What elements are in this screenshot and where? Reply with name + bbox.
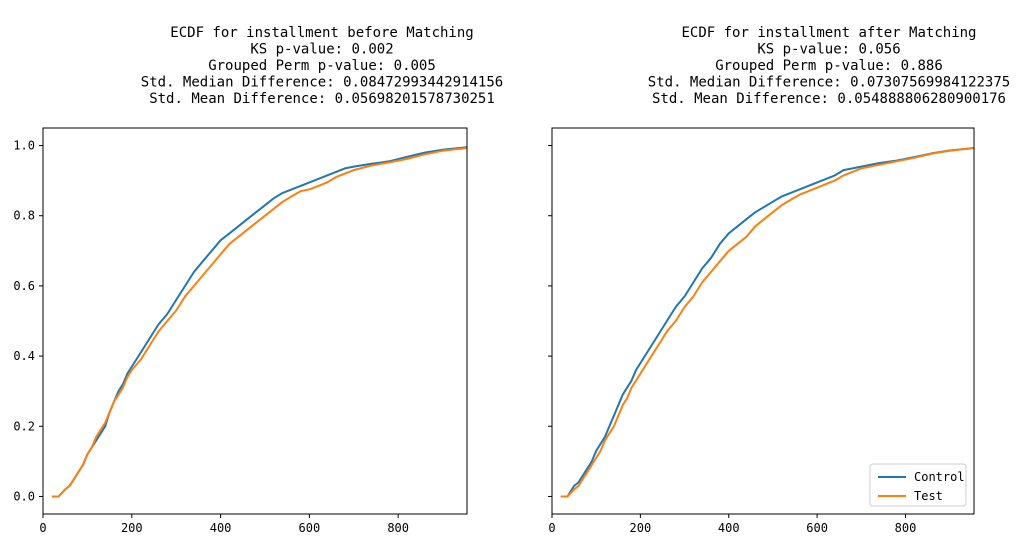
x-tick-label: 0 (548, 521, 555, 535)
y-tick-label: 0.0 (13, 489, 35, 503)
legend-label-control: Control (914, 470, 965, 484)
title-line: Std. Median Difference: 0.07307569984122… (648, 75, 1010, 91)
x-tick-label: 400 (718, 521, 740, 535)
x-tick-label: 800 (387, 521, 409, 535)
series-line-control (560, 147, 974, 498)
series-line-series-1 (51, 147, 467, 498)
title-line: Grouped Perm p-value: 0.886 (715, 58, 943, 74)
ecdf-after-matching-panel: ECDF for installment after Matching KS p… (548, 25, 1010, 535)
y-tick-label: 0.6 (13, 279, 35, 293)
axes-frame (42, 127, 468, 515)
title-line: ECDF for installment before Matching (170, 25, 473, 41)
y-tick-label: 0.8 (13, 209, 35, 223)
y-tick-label: 1.0 (13, 139, 35, 153)
x-tick-label: 200 (630, 521, 652, 535)
axes-frame (551, 127, 975, 515)
title-line: Std. Mean Difference: 0.0569820157873025… (149, 91, 495, 107)
title-line: Std. Mean Difference: 0.0548888062809001… (652, 91, 1006, 107)
x-tick-label: 0 (39, 521, 46, 535)
x-tick-label: 800 (895, 521, 917, 535)
x-tick-label: 400 (210, 521, 232, 535)
y-tick-label: 0.2 (13, 419, 35, 433)
title-line: Std. Median Difference: 0.08472993442914… (141, 75, 503, 91)
panel-title: ECDF for installment after Matching KS p… (648, 25, 1010, 107)
panel-title: ECDF for installment before Matching KS … (141, 25, 503, 107)
legend: Control Test (869, 463, 967, 507)
title-line: ECDF for installment after Matching (681, 25, 976, 41)
series-line-test (560, 147, 974, 498)
title-line: KS p-value: 0.002 (250, 42, 393, 58)
x-tick-label: 600 (299, 521, 321, 535)
legend-label-test: Test (914, 489, 943, 503)
title-line: Grouped Perm p-value: 0.005 (208, 58, 436, 74)
title-line: KS p-value: 0.056 (757, 42, 900, 58)
x-tick-label: 200 (121, 521, 143, 535)
series-line-series-0 (51, 146, 467, 498)
y-tick-label: 0.4 (13, 349, 35, 363)
ecdf-before-matching-panel: ECDF for installment before Matching KS … (13, 25, 503, 535)
x-tick-label: 600 (806, 521, 828, 535)
